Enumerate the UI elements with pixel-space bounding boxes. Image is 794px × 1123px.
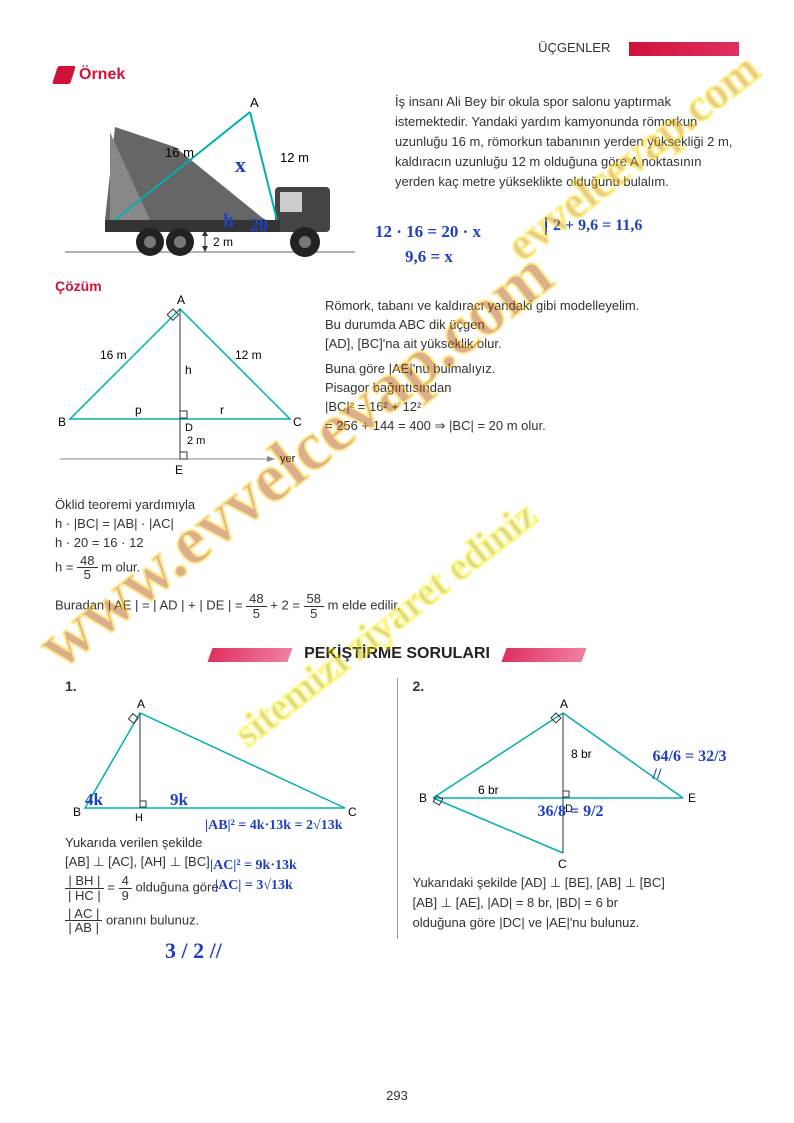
chapter-title: ÜÇGENLER xyxy=(538,40,620,55)
ex2-line: olduğuna göre |DC| ve |AE|'nu bulunuz. xyxy=(413,915,730,930)
problem-statement: İş insanı Ali Bey bir okula spor salonu … xyxy=(395,92,739,193)
ex2-line: Yukarıdaki şekilde [AD] ⊥ [BE], [AB] ⊥ [… xyxy=(413,875,730,891)
svg-text:B: B xyxy=(73,805,81,819)
svg-text:A: A xyxy=(560,698,568,711)
euclid-block: Öklid teoremi yardımıyla h · |BC| = |AB|… xyxy=(55,497,739,621)
solution-line: = 256 + 144 = 400 ⇒ |BC| = 20 m olur. xyxy=(325,418,739,434)
ex1-annot-bh: 4k xyxy=(85,790,103,810)
page-header: ÜÇGENLER xyxy=(55,40,739,56)
svg-text:2 m: 2 m xyxy=(187,435,205,447)
ex1-ask: | AC || AB | oranını bulunuz. xyxy=(65,907,382,935)
ex2-annot-1: 64/6 = 32/3 // xyxy=(653,748,740,784)
solution-line: Buna göre |AE|'nu bulmalıyız. xyxy=(325,361,739,376)
solution-line: Römork, tabanı ve kaldıracı yandaki gibi… xyxy=(325,298,739,313)
page-number: 293 xyxy=(0,1088,794,1103)
svg-text:8 br: 8 br xyxy=(571,747,592,761)
ex1-annot-ac: |AC| = 3√13k xyxy=(215,878,293,894)
section-title: PEKİŞTİRME SORULARI xyxy=(304,645,490,663)
example-row: 2 m A 16 m 12 m x h 20 İş insanı Ali Bey… xyxy=(55,92,739,270)
solution-label: Çözüm xyxy=(55,278,739,294)
ex1-annot-ac2: |AC|² = 9k·13k xyxy=(210,858,297,874)
solution-line: Pisagor bağıntısından xyxy=(325,380,739,395)
ex1-annot-ans: 3 / 2 // xyxy=(165,938,222,964)
euclid-result: Buradan | AE | = | AD | + | DE | = 485 +… xyxy=(55,592,739,620)
svg-text:p: p xyxy=(135,403,142,417)
annot-20: 20 xyxy=(250,215,268,236)
svg-text:2 m: 2 m xyxy=(213,235,233,249)
svg-text:6 br: 6 br xyxy=(478,783,499,797)
svg-text:16 m: 16 m xyxy=(165,145,194,160)
ex1-line: Yukarıda verilen şekilde xyxy=(65,835,382,850)
ex1-annot-ab2: |AB|² = 4k·13k = 2√13k xyxy=(205,818,342,834)
annot-calc3: 2 + 9,6 = 11,6 xyxy=(545,217,642,235)
ex1-triangle: A B C H xyxy=(65,698,365,828)
exercises-row: 1. A B C H Yukarıda verilen şekilde [AB]… xyxy=(55,678,739,939)
euclid-eq: h · |BC| = |AB| · |AC| xyxy=(55,516,739,531)
ex2-annot-2: 36/8 = 9/2 xyxy=(538,803,604,821)
svg-text:C: C xyxy=(293,415,302,429)
svg-text:E: E xyxy=(175,463,183,477)
exercise-number: 1. xyxy=(65,678,382,694)
solution-line: [AD], [BC]'na ait yükseklik olur. xyxy=(325,336,739,351)
solution-line: |BC|² = 16² + 12² xyxy=(325,399,739,414)
exercise-divider xyxy=(397,678,398,939)
solution-row: yer A B C D E 16 m 12 m h p xyxy=(55,294,739,487)
svg-text:C: C xyxy=(348,805,357,819)
euclid-eq: h · 20 = 16 · 12 xyxy=(55,535,739,550)
exercise-number: 2. xyxy=(413,678,730,694)
euclid-title: Öklid teoremi yardımıyla xyxy=(55,497,739,512)
annot-h: h xyxy=(223,210,234,233)
euclid-h: h = 485 m olur. xyxy=(55,554,739,582)
svg-text:h: h xyxy=(185,363,192,377)
svg-text:B: B xyxy=(419,791,427,805)
annot-calc1: 12 · 16 = 20 · x xyxy=(375,222,481,242)
svg-text:A: A xyxy=(250,95,259,110)
ex2-line: [AB] ⊥ [AE], |AD| = 8 br, |BD| = 6 br xyxy=(413,895,730,911)
svg-text:12 m: 12 m xyxy=(280,150,309,165)
svg-text:12 m: 12 m xyxy=(235,348,262,362)
svg-text:C: C xyxy=(558,857,567,868)
truck-diagram: 2 m A 16 m 12 m xyxy=(55,92,365,267)
header-accent-bar xyxy=(629,42,739,56)
svg-text:A: A xyxy=(137,698,145,711)
svg-text:H: H xyxy=(135,812,143,824)
svg-text:yer: yer xyxy=(280,453,296,465)
svg-text:D: D xyxy=(185,422,193,434)
ex1-annot-hc: 9k xyxy=(170,790,188,810)
section-divider: PEKİŞTİRME SORULARI xyxy=(55,645,739,663)
svg-text:A: A xyxy=(177,294,185,307)
annot-x: x xyxy=(235,152,246,178)
svg-text:16 m: 16 m xyxy=(100,348,127,362)
solution-triangle: yer A B C D E 16 m 12 m h p xyxy=(55,294,310,484)
annot-calc2: 9,6 = x xyxy=(405,247,453,267)
svg-text:r: r xyxy=(220,403,224,417)
svg-text:B: B xyxy=(58,415,66,429)
example-label: Örnek xyxy=(55,66,739,84)
solution-line: Bu durumda ABC dik üçgen xyxy=(325,317,739,332)
svg-text:E: E xyxy=(688,791,696,805)
